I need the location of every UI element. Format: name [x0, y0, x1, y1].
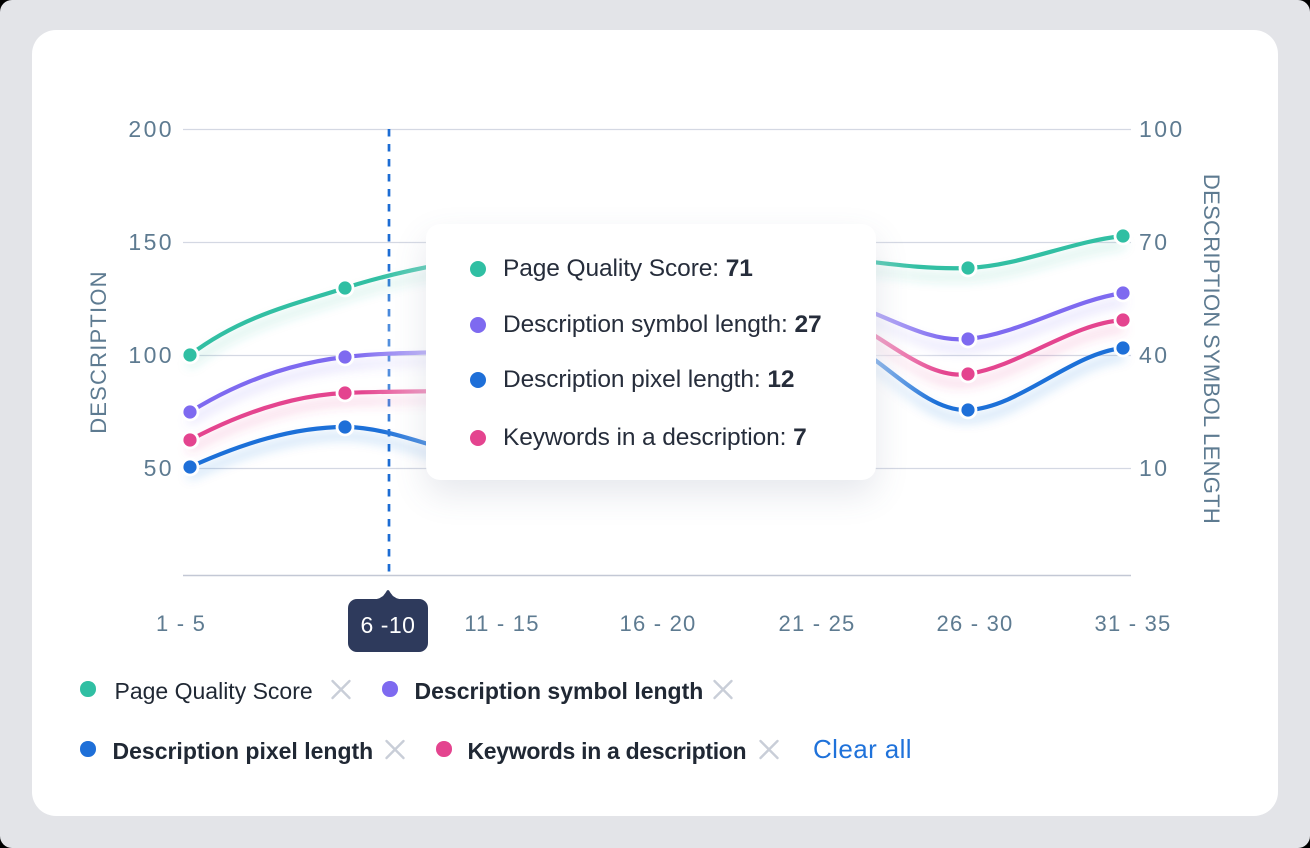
svg-text:50: 50	[144, 455, 174, 481]
svg-text:DESCRIPTION: DESCRIPTION	[86, 270, 111, 434]
svg-text:40: 40	[1139, 342, 1169, 368]
svg-text:150: 150	[128, 229, 174, 255]
svg-text:10: 10	[1139, 455, 1169, 481]
svg-text:200: 200	[128, 116, 174, 142]
svg-text:100: 100	[128, 342, 174, 368]
svg-text:70: 70	[1139, 229, 1169, 255]
svg-text:100: 100	[1139, 116, 1185, 142]
svg-text:DESCRIPTION SYMBOL LENGTH: DESCRIPTION SYMBOL LENGTH	[1199, 174, 1224, 524]
